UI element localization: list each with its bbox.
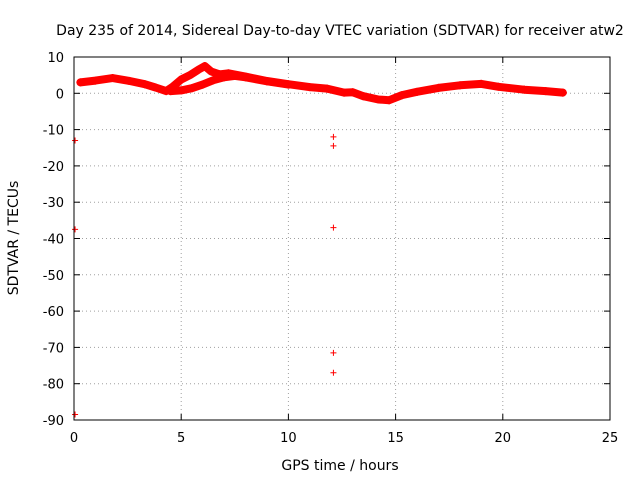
outlier-point (330, 142, 337, 149)
data-point (322, 84, 331, 93)
tick-labels: 0 5 10 15 20 25 10 0 -10 -20 -30 -40 -50 -60 -70 -80 -90 (43, 51, 619, 446)
data-point (194, 65, 203, 74)
grid (74, 57, 610, 420)
outlier-point (330, 349, 337, 356)
y-tick-label: -50 (43, 269, 64, 284)
series-band (76, 62, 567, 105)
data-point (207, 67, 216, 76)
data-point (185, 71, 194, 80)
y-axis-title: SDTVAR / TECUs (6, 181, 22, 296)
y-tick-label: 10 (47, 51, 64, 66)
data-point (359, 92, 368, 101)
data-point (520, 85, 529, 94)
data-point (140, 80, 149, 89)
data-point (348, 88, 357, 97)
x-tick-label: 20 (495, 431, 512, 446)
data-point (91, 76, 100, 85)
data-point (166, 87, 175, 96)
y-tick-label: -70 (43, 341, 64, 356)
x-tick-label: 0 (70, 431, 78, 446)
outlier-point (72, 411, 79, 418)
data-point (108, 74, 117, 83)
x-tick-label: 25 (602, 431, 619, 446)
data-layer (72, 62, 567, 418)
data-point (284, 80, 293, 89)
outlier-points (72, 133, 337, 418)
y-tick-label: -90 (43, 414, 64, 429)
data-point (434, 83, 443, 92)
data-point (262, 77, 271, 86)
axis-ticks (73, 56, 611, 421)
data-point (177, 75, 186, 84)
data-point (177, 86, 186, 95)
y-tick-label: -40 (43, 233, 64, 248)
series-points (166, 71, 293, 96)
data-point (187, 84, 196, 93)
data-point (455, 81, 464, 90)
x-tick-label: 5 (177, 431, 185, 446)
data-point (413, 87, 422, 96)
data-point (76, 78, 85, 87)
data-point (209, 76, 218, 85)
y-tick-label: -20 (43, 160, 64, 175)
y-tick-label: -60 (43, 305, 64, 320)
data-point (558, 88, 567, 97)
data-point (230, 71, 239, 80)
series-band (166, 71, 293, 96)
data-point (241, 73, 250, 82)
outlier-point (330, 133, 337, 140)
data-point (374, 95, 383, 104)
outlier-point (330, 369, 337, 376)
data-point (200, 62, 209, 71)
chart-title: Day 235 of 2014, Sidereal Day-to-day VTE… (56, 23, 624, 39)
data-point (385, 96, 394, 105)
y-tick-label: -80 (43, 378, 64, 393)
data-point (198, 80, 207, 89)
data-point (477, 79, 486, 88)
x-axis-title: GPS time / hours (281, 458, 398, 474)
y-tick-label: -10 (43, 124, 64, 139)
data-point (494, 82, 503, 91)
data-point (220, 73, 229, 82)
data-point (340, 88, 349, 97)
data-point (541, 87, 550, 96)
data-point (398, 91, 407, 100)
y-tick-label: 0 (56, 87, 64, 102)
y-tick-label: -30 (43, 196, 64, 211)
data-point (125, 76, 134, 85)
outlier-point (72, 137, 79, 144)
data-point (151, 83, 160, 92)
x-tick-label: 15 (387, 431, 404, 446)
data-point (305, 83, 314, 92)
outlier-point (330, 224, 337, 231)
outlier-point (72, 226, 79, 233)
x-tick-label: 10 (280, 431, 297, 446)
